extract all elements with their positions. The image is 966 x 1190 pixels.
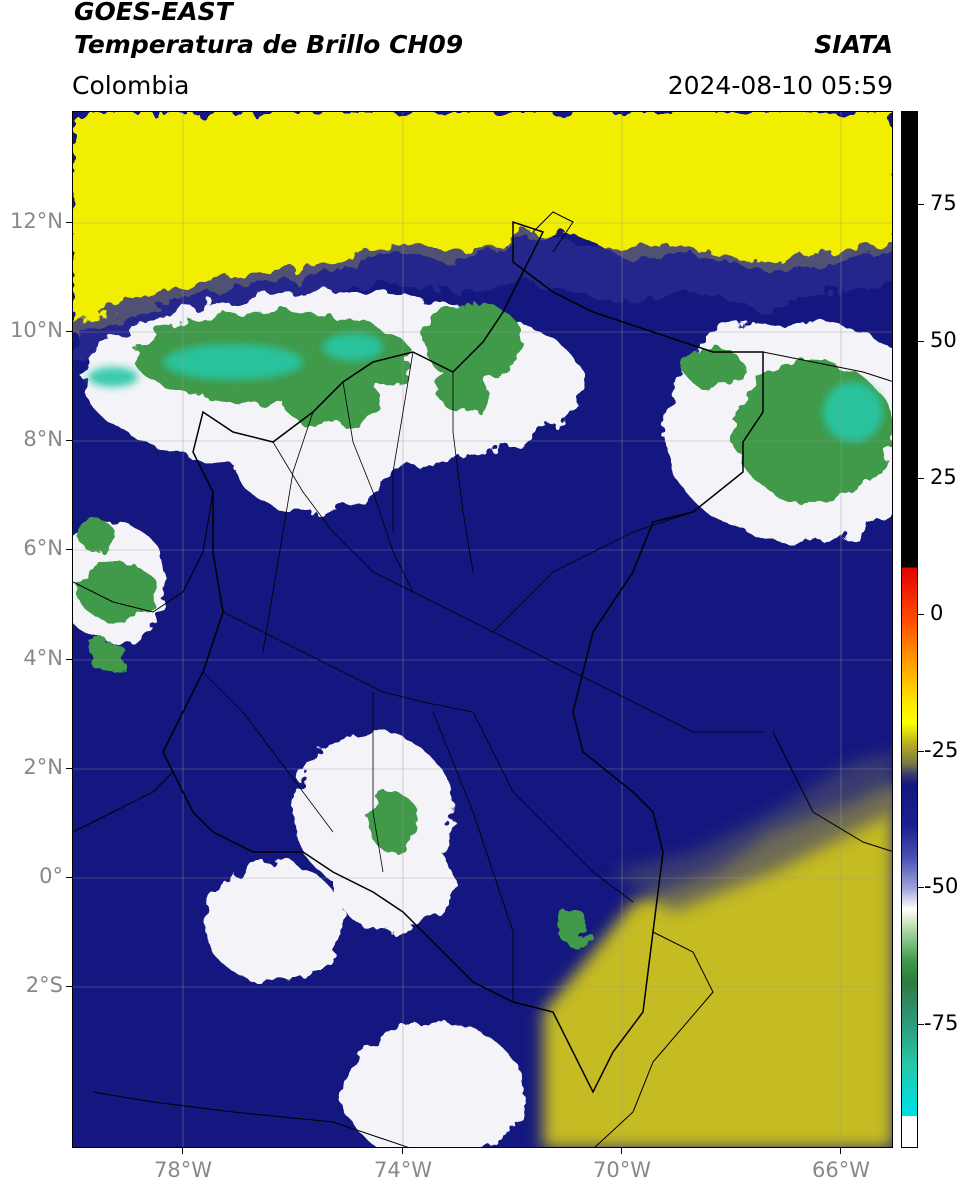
- cb-tick: [918, 614, 924, 615]
- datetime-label: 2024-08-10 05:59: [667, 71, 893, 100]
- lat-tick: [66, 222, 72, 223]
- lat-tick: [66, 331, 72, 332]
- colorbar-label-0: 0: [930, 601, 944, 625]
- title-line-1: GOES-EAST: [74, 0, 233, 26]
- lat-tick: [66, 549, 72, 550]
- satellite-image: [73, 112, 892, 1147]
- temperature-colorbar: [901, 111, 918, 1148]
- lon-tick: [621, 1148, 622, 1154]
- lat-label-8n: 8°N: [23, 427, 63, 451]
- coldest-tops: [88, 333, 883, 442]
- lon-tick: [182, 1148, 183, 1154]
- transition-zone: [613, 752, 892, 912]
- lon-label-78w: 78°W: [154, 1158, 212, 1182]
- lat-tick: [66, 986, 72, 987]
- lon-tick: [402, 1148, 403, 1154]
- cb-tick: [918, 204, 924, 205]
- title-line-2: Temperatura de Brillo CH09: [74, 30, 464, 59]
- colombia-border: [162, 220, 764, 1094]
- graticule: [73, 112, 892, 1147]
- lon-label-74w: 74°W: [374, 1158, 432, 1182]
- lat-tick: [66, 768, 72, 769]
- lat-tick: [66, 659, 72, 660]
- lat-label-0: 0°: [39, 864, 63, 888]
- colorbar-label-minus50: -50: [924, 874, 959, 898]
- lat-label-6n: 6°N: [23, 536, 63, 560]
- cb-tick: [918, 887, 924, 888]
- colorbar-label-75: 75: [930, 191, 957, 215]
- colorbar-label-25: 25: [930, 465, 957, 489]
- colorbar-label-minus75: -75: [924, 1011, 959, 1035]
- lat-label-12n: 12°N: [10, 209, 63, 233]
- cb-tick: [918, 1024, 924, 1025]
- colorbar-label-minus25: -25: [924, 738, 959, 762]
- brand-label: SIATA: [814, 30, 893, 59]
- colorbar-label-50: 50: [930, 328, 957, 352]
- lat-label-2n: 2°N: [23, 755, 63, 779]
- lat-tick: [66, 440, 72, 441]
- cb-tick: [918, 341, 924, 342]
- department-borders: [202, 351, 763, 1002]
- dry-olive-region: [543, 782, 892, 1147]
- lat-label-10n: 10°N: [10, 318, 63, 342]
- cb-tick: [918, 751, 924, 752]
- lat-label-4n: 4°N: [23, 646, 63, 670]
- cb-tick: [918, 478, 924, 479]
- lon-tick: [840, 1148, 841, 1154]
- transition-band: [73, 232, 892, 362]
- lat-label-2s: 2°S: [25, 973, 63, 997]
- satellite-map[interactable]: [72, 111, 893, 1148]
- lon-label-66w: 66°W: [812, 1158, 870, 1182]
- neighbour-borders: [73, 211, 892, 1147]
- lon-label-70w: 70°W: [593, 1158, 651, 1182]
- lat-tick: [66, 877, 72, 878]
- region-label: Colombia: [72, 71, 190, 100]
